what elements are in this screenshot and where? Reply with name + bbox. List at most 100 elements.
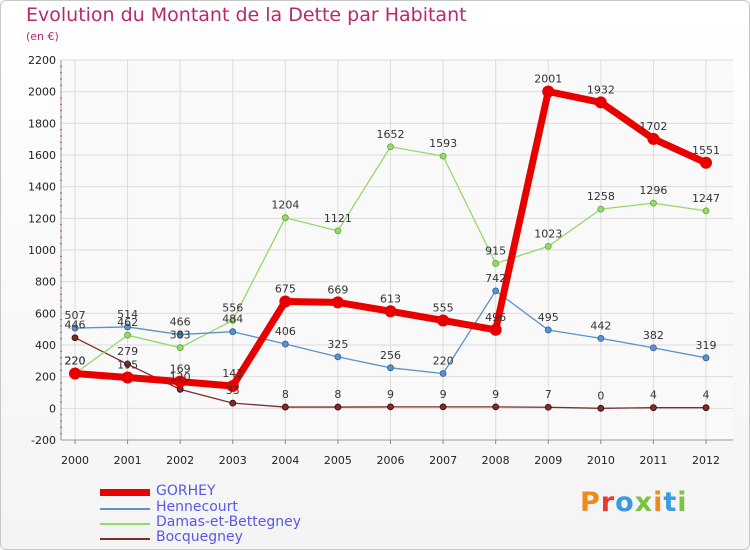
data-label: 0: [597, 389, 604, 402]
data-label: 2001: [534, 73, 562, 86]
data-label: 256: [380, 349, 401, 362]
data-label: 556: [222, 301, 243, 314]
data-point: [594, 96, 607, 109]
data-point: [174, 375, 187, 388]
data-labels: 220 195 169 141 675 669 613 555 496 2001 1932 1702 1…: [65, 73, 721, 403]
x-tick-label: 2007: [429, 454, 457, 467]
x-tick-label: 2008: [482, 454, 510, 467]
data-point: [176, 344, 184, 352]
data-label: 8: [282, 388, 289, 401]
data-point: [439, 370, 447, 377]
legend-swatch: [100, 538, 150, 540]
data-point: [229, 316, 237, 324]
data-point: [702, 354, 710, 362]
chart-title: Evolution du Montant de la Dette par Hab…: [26, 4, 467, 26]
data-label: 169: [170, 363, 191, 376]
data-label: 484: [222, 313, 243, 326]
data-label: 195: [117, 358, 138, 371]
x-tick-label: 2002: [166, 454, 194, 467]
data-label: 669: [327, 283, 348, 296]
data-point: [69, 367, 81, 380]
data-point: [597, 205, 605, 213]
data-point: [439, 403, 447, 411]
legend-label: GORHEY: [156, 483, 216, 499]
y-tick-label: 1400: [28, 181, 56, 194]
data-point: [387, 403, 394, 411]
data-label: 442: [590, 319, 611, 332]
data-point: [597, 404, 605, 412]
x-tick-label: 2003: [219, 454, 247, 467]
data-label: 383: [170, 329, 191, 342]
data-point: [439, 152, 447, 160]
chart-subtitle: (en €): [26, 30, 59, 43]
data-point: [702, 207, 710, 215]
data-label: 120: [170, 370, 191, 383]
data-label: 9: [492, 388, 499, 401]
data-point: [700, 156, 712, 169]
data-label: 406: [275, 325, 296, 338]
data-point: [71, 334, 79, 342]
y-tick-label: 1800: [28, 117, 56, 130]
x-tick-label: 2010: [587, 454, 615, 467]
x-tick-label: 2001: [114, 454, 142, 467]
x-tick-label: 2012: [692, 454, 720, 467]
data-point: [544, 242, 552, 250]
x-tick-label: 2009: [534, 454, 562, 467]
data-label: 915: [485, 244, 506, 257]
data-point: [492, 403, 500, 411]
data-label: 220: [65, 355, 86, 368]
data-point: [229, 328, 237, 336]
data-label: 325: [327, 338, 348, 351]
proxiti-logo: Proxiti: [580, 487, 688, 518]
data-label: 555: [433, 301, 454, 314]
data-point: [384, 305, 397, 318]
legend-swatch: [100, 523, 150, 525]
data-point: [124, 360, 131, 368]
data-label: 319: [696, 339, 717, 352]
data-label: 514: [117, 308, 138, 321]
data-point: [334, 227, 342, 235]
data-label: 1593: [429, 137, 457, 150]
data-label: 7: [545, 388, 552, 401]
data-point: [544, 326, 552, 334]
y-tick-label: 1200: [28, 212, 56, 225]
data-label: 220: [433, 355, 454, 368]
y-tick-label: 800: [35, 276, 56, 289]
data-point: [387, 143, 394, 151]
legend-label: Bocquegney: [156, 529, 243, 545]
data-label: 1296: [639, 184, 667, 197]
data-point: [281, 214, 289, 222]
data-point: [124, 331, 131, 339]
data-label: 496: [485, 311, 506, 324]
data-point: [331, 296, 344, 309]
data-point: [542, 85, 555, 98]
data-point: [647, 132, 660, 145]
legend-label: Hennecourt: [156, 499, 238, 515]
data-label: 4: [650, 389, 657, 402]
data-point: [334, 403, 342, 411]
y-tick-label: 0: [49, 402, 56, 415]
data-label: 1247: [692, 192, 720, 205]
legend-swatch: [100, 508, 150, 510]
data-label: 1121: [324, 212, 352, 225]
y-tick-label: 1600: [28, 149, 56, 162]
y-tick-label: 200: [35, 371, 56, 384]
data-label: 1551: [692, 144, 720, 157]
data-point: [281, 403, 289, 411]
legend-label: Damas-et-Bettegney: [156, 514, 302, 530]
data-point: [226, 380, 239, 393]
data-label: 675: [275, 282, 296, 295]
data-label: 4: [703, 389, 710, 402]
data-point: [544, 403, 552, 411]
data-point: [121, 371, 134, 384]
data-label: 466: [170, 316, 191, 329]
y-tick-label: 1000: [28, 244, 56, 257]
data-label: 742: [485, 272, 506, 285]
data-point: [387, 364, 394, 372]
data-label: 1652: [377, 128, 405, 141]
y-tick-label: 2000: [28, 86, 56, 99]
y-tick-label: 400: [35, 339, 56, 352]
y-tick-label: -200: [31, 434, 56, 447]
legend-swatch: [100, 489, 150, 496]
data-point: [71, 324, 79, 332]
